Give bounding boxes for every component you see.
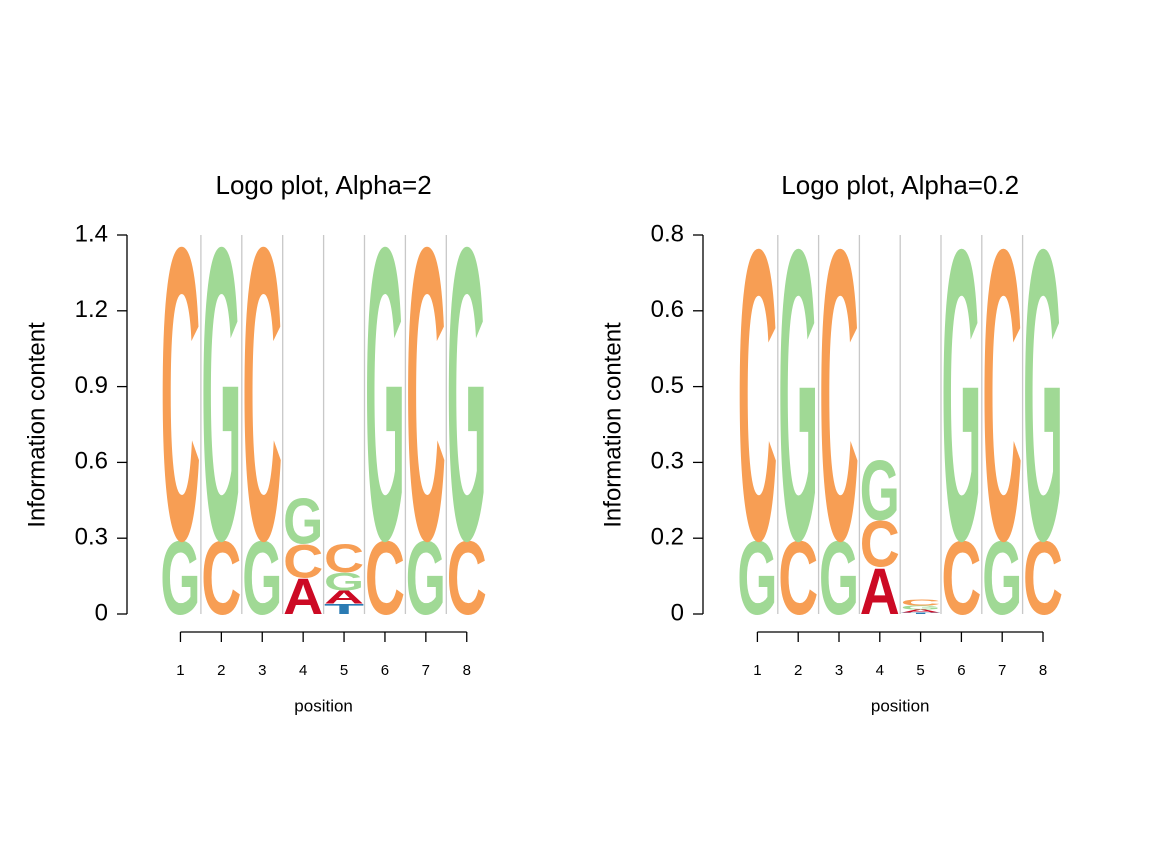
x-tick-label: 2	[794, 662, 802, 679]
logo-letter: G	[242, 519, 282, 637]
x-tick-label: 2	[217, 662, 225, 679]
logo-letter: C	[901, 598, 941, 607]
y-tick-label: 0	[671, 599, 684, 626]
logo-letter: C	[242, 161, 282, 628]
logo-letter: G	[406, 519, 446, 637]
logo-letter: C	[283, 534, 323, 587]
y-tick-label: 1.2	[75, 296, 108, 323]
x-tick-label: 8	[1039, 662, 1047, 679]
y-tick-label: 0.8	[651, 220, 684, 247]
x-tick-label: 3	[258, 662, 266, 679]
logo-letter: C	[160, 161, 200, 628]
x-tick-label: 7	[422, 662, 430, 679]
y-tick-label: 0	[95, 599, 108, 626]
logo-letter: C	[778, 519, 818, 637]
logo-letter: G	[941, 163, 981, 626]
logo-letter: G	[324, 567, 364, 596]
logo-letter: C	[819, 163, 859, 627]
x-tick-label: 4	[876, 662, 884, 679]
chart-title: Logo plot, Alpha=0.2	[781, 170, 1019, 200]
logo-letter: G	[860, 442, 900, 538]
x-tick-label: 7	[998, 662, 1006, 679]
y-tick-label: 0.3	[75, 524, 108, 551]
x-tick-label: 3	[835, 662, 843, 679]
logo-letter: G	[283, 486, 323, 558]
x-tick-label: 6	[381, 662, 389, 679]
logo-letter: G	[778, 163, 818, 626]
logo-letter: C	[447, 519, 487, 637]
logo-letter: C	[860, 507, 900, 581]
logo-letter: C	[406, 161, 446, 628]
logo-letter: G	[819, 519, 859, 637]
y-tick-label: 0.6	[75, 448, 108, 475]
y-axis-label: Information content	[23, 322, 50, 528]
y-tick-label: 1.4	[75, 220, 108, 247]
logo-letter: G	[160, 519, 200, 637]
y-tick-label: 0.5	[651, 372, 684, 399]
y-tick-label: 0.3	[651, 448, 684, 475]
logo-letter: C	[201, 519, 241, 637]
x-tick-label: 1	[176, 662, 184, 679]
logo-letter: G	[982, 519, 1022, 637]
x-axis-label: position	[871, 696, 930, 715]
logo-letter: A	[901, 608, 941, 613]
x-tick-label: 8	[463, 662, 471, 679]
logo-letter: G	[365, 162, 405, 628]
logo-chart: Logo plot, Alpha=2 Information content pos…	[23, 161, 486, 715]
logo-letter: C	[324, 537, 364, 582]
logo-chart: Logo plot, Alpha=0.2 Information content p…	[599, 163, 1063, 716]
logo-letter: C	[982, 163, 1022, 627]
chart-title: Logo plot, Alpha=2	[216, 170, 432, 200]
x-tick-label: 5	[916, 662, 924, 679]
logo-letter: G	[901, 605, 941, 611]
y-axis-label: Information content	[599, 322, 626, 528]
logo-letter: T	[324, 601, 364, 617]
x-axis-label: position	[294, 696, 353, 715]
logo-letter: C	[941, 519, 981, 637]
logo-letter: C	[365, 519, 405, 637]
logo-letter: A	[283, 569, 323, 625]
logo-letter: A	[860, 554, 900, 628]
x-tick-label: 1	[753, 662, 761, 679]
logo-letter: C	[737, 163, 777, 627]
y-tick-label: 0.6	[651, 296, 684, 323]
logo-letter: T	[901, 612, 941, 614]
logo-letter: C	[1023, 519, 1063, 637]
logo-letter: A	[324, 587, 364, 607]
logo-letter: G	[1023, 163, 1063, 626]
y-tick-label: 0.9	[75, 372, 108, 399]
x-tick-label: 4	[299, 662, 307, 679]
x-tick-label: 6	[957, 662, 965, 679]
x-tick-label: 5	[340, 662, 348, 679]
logo-letter: G	[737, 519, 777, 637]
logo-letter: G	[447, 162, 487, 628]
y-tick-label: 0.2	[651, 524, 684, 551]
logo-letter: G	[201, 162, 241, 628]
